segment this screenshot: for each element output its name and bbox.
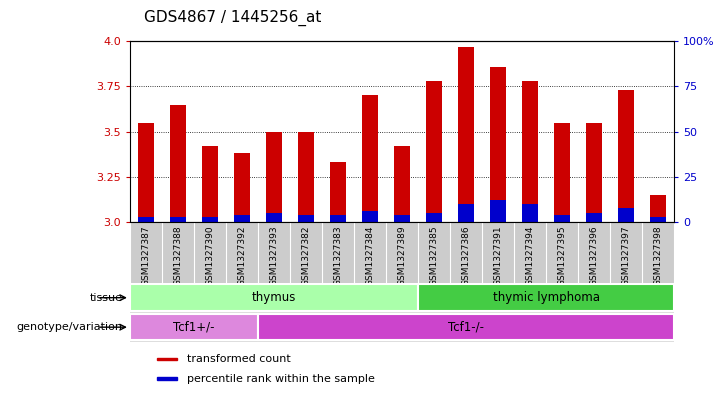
Bar [586, 213, 602, 222]
Text: GSM1327398: GSM1327398 [654, 225, 663, 286]
Bar [418, 285, 674, 311]
Bar [138, 123, 154, 222]
Text: GSM1327387: GSM1327387 [141, 225, 150, 286]
Bar [490, 66, 506, 222]
Text: thymic lymphoma: thymic lymphoma [492, 291, 600, 304]
Bar [258, 314, 674, 340]
Text: genotype/variation: genotype/variation [17, 322, 123, 332]
Text: thymus: thymus [252, 291, 296, 304]
Bar [330, 162, 346, 222]
Bar [554, 215, 570, 222]
Text: Tcf1+/-: Tcf1+/- [173, 321, 215, 334]
Text: GSM1327394: GSM1327394 [526, 225, 534, 286]
Bar [650, 217, 666, 222]
Text: GSM1327382: GSM1327382 [301, 225, 311, 286]
Bar [202, 217, 218, 222]
Bar [202, 146, 218, 222]
Text: Tcf1-/-: Tcf1-/- [448, 321, 484, 334]
Text: percentile rank within the sample: percentile rank within the sample [187, 374, 376, 384]
Bar [650, 195, 666, 222]
Text: GSM1327388: GSM1327388 [173, 225, 182, 286]
Bar [170, 217, 186, 222]
Bar [130, 285, 418, 311]
Text: GSM1327397: GSM1327397 [622, 225, 631, 286]
Text: tissue: tissue [89, 293, 123, 303]
Bar [618, 90, 634, 222]
Bar [458, 47, 474, 222]
Bar [362, 211, 378, 222]
Bar [266, 132, 282, 222]
Text: GSM1327396: GSM1327396 [590, 225, 598, 286]
Text: GSM1327384: GSM1327384 [366, 225, 374, 286]
Bar [554, 123, 570, 222]
Bar [138, 217, 154, 222]
Bar [170, 105, 186, 222]
Text: GSM1327386: GSM1327386 [461, 225, 471, 286]
Bar [266, 213, 282, 222]
Bar [426, 81, 442, 222]
Bar [234, 215, 250, 222]
Bar [394, 215, 410, 222]
Bar [426, 213, 442, 222]
Bar [394, 146, 410, 222]
Bar [330, 215, 346, 222]
Text: GSM1327389: GSM1327389 [397, 225, 407, 286]
Bar [298, 215, 314, 222]
Bar [586, 123, 602, 222]
Text: GSM1327395: GSM1327395 [557, 225, 567, 286]
Text: GSM1327390: GSM1327390 [205, 225, 214, 286]
Text: GSM1327393: GSM1327393 [270, 225, 278, 286]
Text: GDS4867 / 1445256_at: GDS4867 / 1445256_at [144, 9, 322, 26]
Bar [490, 200, 506, 222]
Text: GSM1327383: GSM1327383 [333, 225, 342, 286]
Bar [522, 204, 538, 222]
Bar [234, 153, 250, 222]
Bar [362, 95, 378, 222]
Bar [157, 358, 177, 360]
Text: GSM1327391: GSM1327391 [493, 225, 503, 286]
Bar [130, 314, 258, 340]
Text: GSM1327385: GSM1327385 [430, 225, 438, 286]
Bar [618, 208, 634, 222]
Bar [458, 204, 474, 222]
Bar [298, 132, 314, 222]
Bar [157, 377, 177, 380]
Bar [522, 81, 538, 222]
Text: GSM1327392: GSM1327392 [237, 225, 247, 286]
Text: transformed count: transformed count [187, 354, 291, 364]
